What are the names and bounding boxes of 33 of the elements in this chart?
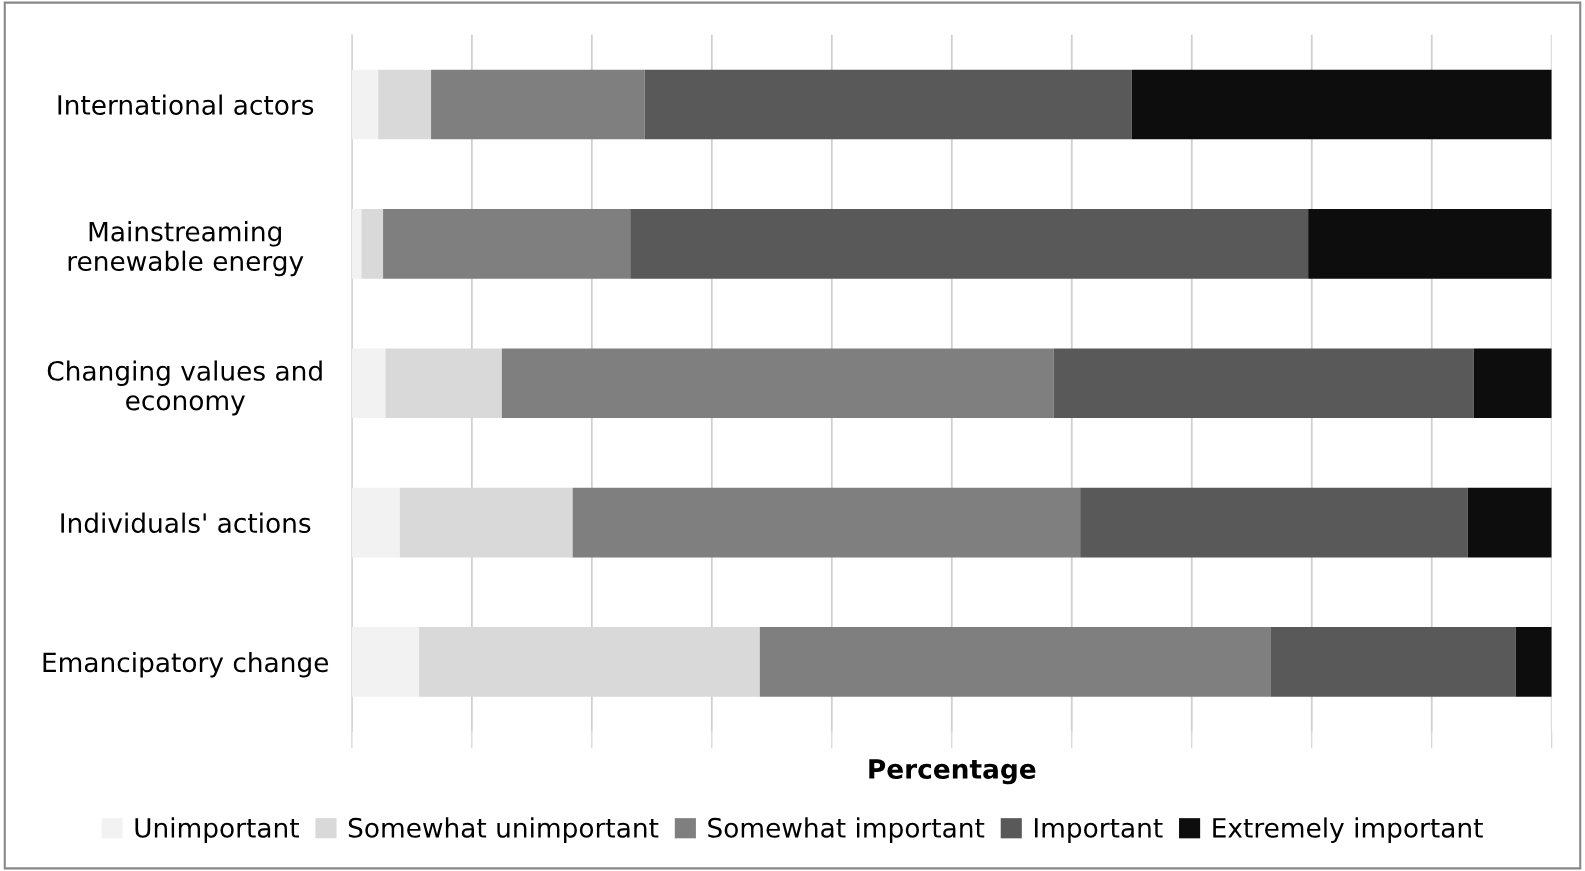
bar (501, 348, 1054, 419)
x-axis-title: Percentage (869, 759, 1036, 785)
bar (351, 348, 386, 419)
bar (378, 69, 432, 140)
bar (351, 209, 362, 279)
bar (644, 69, 1132, 140)
y-tick-label: Mainstreaming renewable energy (68, 221, 304, 277)
y-tick-label: International actors (58, 94, 314, 115)
bar (630, 209, 1309, 279)
bar (759, 627, 1271, 697)
legend-label: Somewhat unimportant (348, 817, 659, 843)
bar (1515, 627, 1552, 697)
legend-label: Extremely important (1213, 817, 1483, 843)
bar (361, 209, 384, 279)
legend-label: Important (1034, 818, 1163, 843)
bar (1080, 487, 1468, 558)
y-tick-label: Emancipatory change (43, 651, 329, 678)
bar (1053, 348, 1474, 419)
bar (1473, 348, 1552, 419)
bar (572, 487, 1081, 558)
legend-label: Unimportant (135, 817, 299, 843)
bar (1467, 487, 1552, 558)
bar (351, 69, 379, 140)
bar (1270, 627, 1516, 697)
y-tick-label: Individuals' actions (61, 512, 311, 533)
bar (351, 487, 400, 558)
bar (1308, 209, 1552, 279)
bar (351, 627, 420, 697)
y-tick-label: Changing values and economy (47, 360, 322, 416)
bar (1131, 69, 1552, 140)
legend-label: Somewhat important (708, 817, 985, 843)
bar (431, 69, 645, 140)
bar (383, 209, 631, 279)
